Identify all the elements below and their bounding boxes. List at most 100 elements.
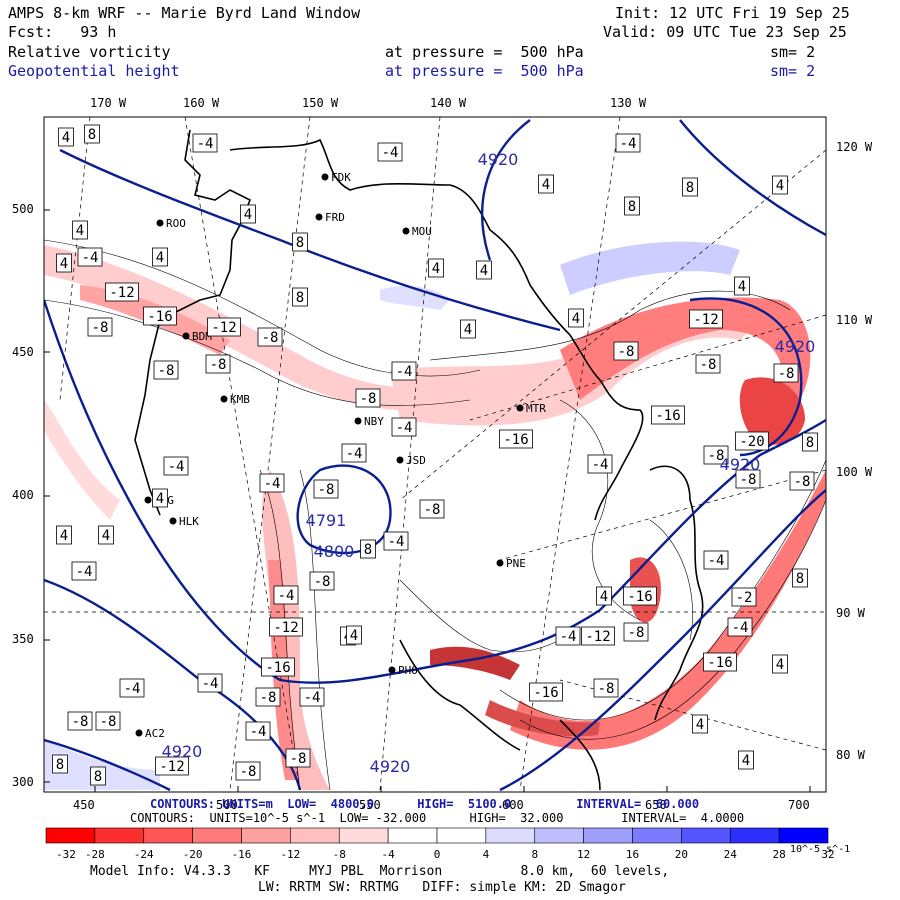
svg-text:-4: -4 (76, 564, 93, 580)
station-dot (315, 213, 323, 221)
vorticity-value-label: 8 (90, 766, 106, 786)
left-axis-label: 500 (12, 202, 34, 216)
height-value-label: 4791 (306, 511, 347, 530)
vorticity-value-label: -8 (67, 711, 93, 731)
var2-smoothing: sm= 2 (770, 62, 816, 80)
svg-text:4: 4 (350, 628, 358, 644)
vorticity-value-label: 4 (568, 308, 584, 328)
svg-text:-8: -8 (424, 502, 441, 518)
vorticity-value-label: -4 (197, 673, 223, 693)
svg-text:4: 4 (244, 207, 252, 223)
svg-text:-4: -4 (250, 724, 267, 740)
height-value-label: 4920 (720, 455, 761, 474)
svg-text:4: 4 (542, 177, 550, 193)
vorticity-value-label: 4 (476, 260, 492, 280)
vorticity-value-label: -4 (77, 247, 103, 267)
svg-text:4: 4 (464, 322, 472, 338)
colorbar-swatch (387, 827, 438, 844)
vorticity-value-label: -8 (87, 317, 113, 337)
station-label: KMB (230, 393, 250, 406)
svg-text:-12: -12 (159, 759, 184, 775)
vorticity-value-label: -8 (613, 341, 639, 361)
top-lon-label: 140 W (430, 96, 467, 110)
vorticity-value-label: -4 (273, 585, 299, 605)
colorbar-label: -16 (231, 848, 252, 861)
vorticity-value-label: -4 (377, 142, 403, 162)
svg-text:-8: -8 (100, 714, 117, 730)
colorbar-swatch (583, 827, 633, 844)
station-dot (496, 559, 504, 567)
vorticity-value-label: -4 (615, 133, 641, 153)
svg-text:-16: -16 (655, 408, 680, 424)
colorbar-swatch (241, 827, 291, 844)
station-label: FDK (331, 171, 351, 184)
vorticity-value-label: 4 (460, 319, 476, 339)
vorticity-value-label: -8 (703, 445, 729, 465)
top-lon-label: 170 W (90, 96, 127, 110)
vorticity-value-label: 4 (692, 714, 708, 734)
svg-text:-8: -8 (72, 714, 89, 730)
top-lon-label: 160 W (183, 96, 220, 110)
colorbar-label: 8 (531, 848, 539, 861)
valid-time: Valid: 09 UTC Tue 23 Sep 25 (603, 23, 847, 41)
colorbar-unit: 10^-5 s^-1 (790, 844, 851, 855)
vorticity-value-label: -8 (773, 363, 799, 383)
svg-text:-4: -4 (732, 620, 749, 636)
svg-text:-8: -8 (618, 344, 635, 360)
svg-text:4: 4 (76, 223, 84, 239)
vorticity-value-label: -12 (105, 282, 139, 302)
map-title: AMPS 8-km WRF -- Marie Byrd Land Window (8, 4, 361, 22)
svg-text:-8: -8 (628, 625, 645, 641)
svg-text:-8: -8 (740, 472, 757, 488)
svg-text:8: 8 (364, 542, 372, 558)
vorticity-value-label: 4 (56, 253, 72, 273)
var1-smoothing: sm= 2 (770, 43, 816, 61)
vorticity-value-label: -8 (255, 687, 281, 707)
vorticity-value-label: 4 (538, 174, 554, 194)
svg-text:8: 8 (296, 235, 304, 251)
svg-text:-4: -4 (197, 136, 214, 152)
station-label: ROO (166, 217, 186, 230)
colorbar-label: 24 (723, 848, 737, 861)
svg-text:-4: -4 (396, 420, 413, 436)
var1-level: at pressure = 500 hPa (385, 43, 584, 61)
vorticity-value-label: -2 (731, 587, 757, 607)
vorticity-value-label: -16 (703, 652, 737, 672)
vorticity-value-label: -4 (119, 678, 145, 698)
svg-text:-8: -8 (290, 751, 307, 767)
svg-text:4: 4 (742, 753, 750, 769)
vorticity-value-label: 4 (152, 488, 168, 508)
vorticity-value-label: 4 (240, 204, 256, 224)
vorticity-value-label: 4 (596, 586, 612, 606)
station-label: MOU (412, 225, 432, 238)
svg-text:-8: -8 (92, 320, 109, 336)
svg-text:-4: -4 (382, 145, 399, 161)
station-dot (321, 173, 329, 181)
vorticity-value-label: -16 (651, 405, 685, 425)
vorticity-value-label: -8 (355, 388, 381, 408)
svg-text:-12: -12 (211, 320, 236, 336)
vorticity-value-label: 4 (772, 654, 788, 674)
vorticity-value-label: -16 (143, 306, 177, 326)
vorticity-value-label: 4 (738, 750, 754, 770)
svg-text:-4: -4 (396, 364, 413, 380)
svg-text:-8: -8 (158, 363, 175, 379)
vorticity-value-label: 4 (72, 220, 88, 240)
right-lon-label: 100 W (836, 465, 873, 479)
svg-text:4: 4 (776, 657, 784, 673)
right-lon-label: 110 W (836, 313, 873, 327)
vorticity-value-label: -4 (192, 133, 218, 153)
svg-text:-4: -4 (388, 534, 405, 550)
left-axis-label: 450 (12, 345, 34, 359)
vorticity-value-label: -20 (735, 431, 769, 451)
colorbar-label: -20 (182, 848, 203, 861)
vorticity-value-label: -4 (703, 550, 729, 570)
var1-name: Relative vorticity (8, 43, 171, 61)
vorticity-value-label: 4 (152, 247, 168, 267)
bottom-axis-label: 700 (788, 798, 810, 812)
height-value-label: 4920 (162, 742, 203, 761)
svg-text:-16: -16 (503, 432, 528, 448)
coastline (134, 129, 704, 791)
colorbar-label: 16 (625, 848, 640, 861)
